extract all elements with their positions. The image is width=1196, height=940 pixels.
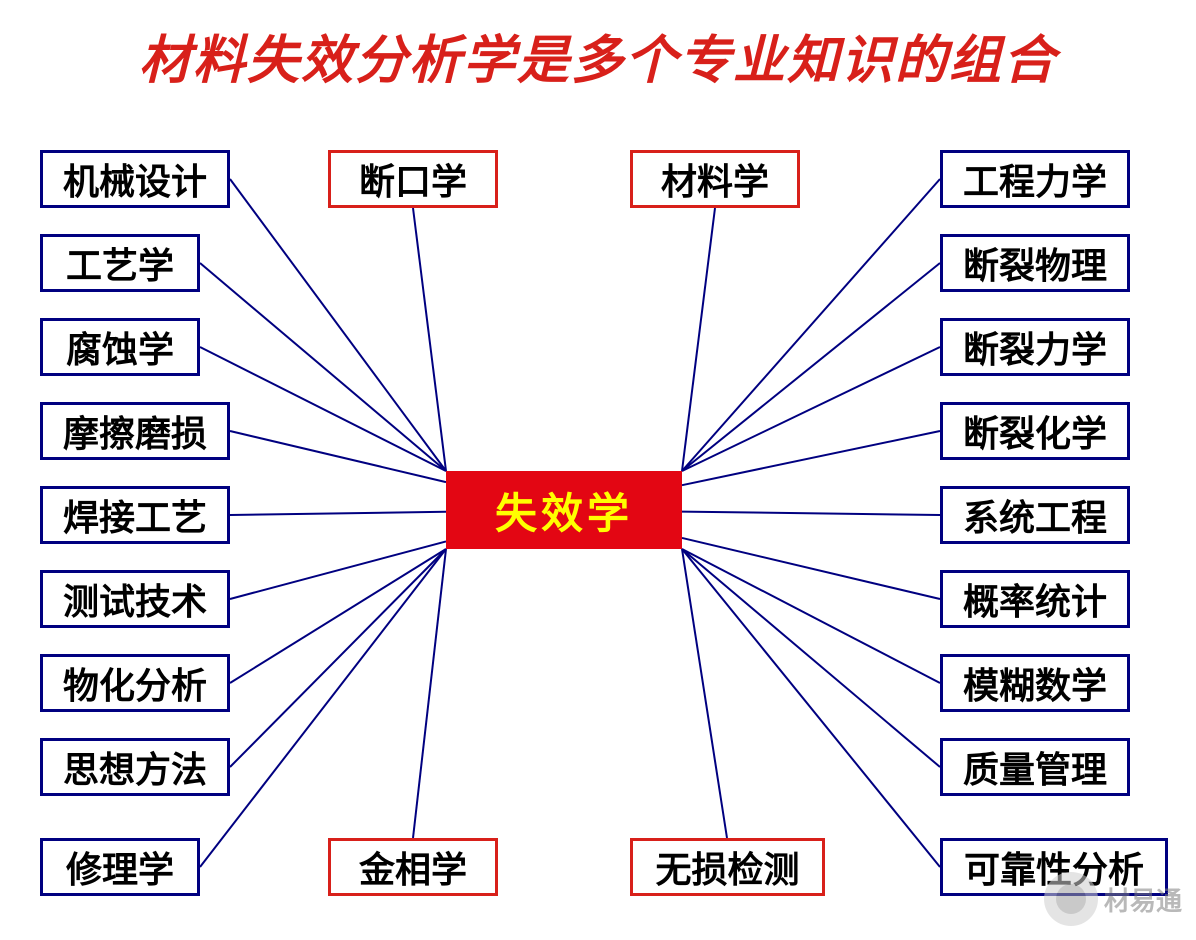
node-label: 断裂化学 (963, 405, 1107, 457)
diagram-title: 材料失效分析学是多个专业知识的组合 (0, 18, 1196, 93)
connector-materials (682, 208, 715, 471)
connector-prob-stats (682, 538, 940, 599)
node-corrosion: 腐蚀学 (40, 318, 200, 376)
node-label: 摩擦磨损 (63, 405, 207, 457)
node-thinking: 思想方法 (40, 738, 230, 796)
node-metallography: 金相学 (328, 838, 498, 896)
watermark-icon (1044, 872, 1098, 926)
connector-fractography (413, 208, 446, 471)
node-fracture-chem: 断裂化学 (940, 402, 1130, 460)
connector-metallography (413, 549, 446, 838)
node-fractography: 断口学 (328, 150, 498, 208)
connector-layer (0, 0, 1196, 940)
node-label: 模糊数学 (963, 657, 1107, 709)
connector-repair (200, 549, 446, 867)
connector-fracture-mech (682, 347, 940, 471)
node-label: 焊接工艺 (63, 489, 207, 541)
connector-friction-wear (230, 431, 446, 482)
watermark: 材易通 (1044, 872, 1182, 926)
node-welding: 焊接工艺 (40, 486, 230, 544)
node-label: 断裂力学 (963, 321, 1107, 373)
node-label: 工艺学 (66, 237, 174, 289)
node-label: 修理学 (66, 841, 174, 893)
node-mech-design: 机械设计 (40, 150, 230, 208)
node-testing-tech: 测试技术 (40, 570, 230, 628)
connector-thinking (230, 549, 446, 767)
node-label: 测试技术 (63, 573, 207, 625)
connector-physchem (230, 549, 446, 683)
connector-testing-tech (230, 541, 446, 599)
node-label: 系统工程 (963, 489, 1107, 541)
node-label: 物化分析 (63, 657, 207, 709)
node-label: 断口学 (359, 153, 467, 205)
node-fracture-mech: 断裂力学 (940, 318, 1130, 376)
node-prob-stats: 概率统计 (940, 570, 1130, 628)
connector-sys-eng (682, 512, 940, 515)
connector-ndt (682, 549, 727, 838)
node-label: 概率统计 (963, 573, 1107, 625)
connector-quality-mgmt (682, 549, 940, 767)
center-node: 失效学 (446, 471, 682, 549)
connector-mech-design (230, 179, 446, 471)
watermark-text: 材易通 (1104, 881, 1182, 918)
diagram-canvas: 材料失效分析学是多个专业知识的组合 失效学 机械设计工艺学腐蚀学摩擦磨损焊接工艺… (0, 0, 1196, 940)
node-label: 无损检测 (655, 841, 799, 893)
node-quality-mgmt: 质量管理 (940, 738, 1130, 796)
connector-process (200, 263, 446, 471)
node-label: 思想方法 (63, 741, 207, 793)
node-label: 金相学 (359, 841, 467, 893)
node-fuzzy-math: 模糊数学 (940, 654, 1130, 712)
node-eng-mech: 工程力学 (940, 150, 1130, 208)
node-process: 工艺学 (40, 234, 200, 292)
node-ndt: 无损检测 (630, 838, 825, 896)
connector-fuzzy-math (682, 549, 940, 683)
connector-fracture-phys (682, 263, 940, 471)
node-label: 腐蚀学 (66, 321, 174, 373)
node-physchem: 物化分析 (40, 654, 230, 712)
node-fracture-phys: 断裂物理 (940, 234, 1130, 292)
node-sys-eng: 系统工程 (940, 486, 1130, 544)
node-repair: 修理学 (40, 838, 200, 896)
center-node-label: 失效学 (495, 480, 633, 541)
node-label: 断裂物理 (963, 237, 1107, 289)
connector-reliability (682, 549, 940, 867)
watermark-icon-inner (1056, 884, 1086, 914)
connector-fracture-chem (682, 431, 940, 485)
connector-eng-mech (682, 179, 940, 471)
node-label: 质量管理 (963, 741, 1107, 793)
node-materials: 材料学 (630, 150, 800, 208)
node-label: 工程力学 (963, 153, 1107, 205)
connector-welding (230, 512, 446, 515)
node-friction-wear: 摩擦磨损 (40, 402, 230, 460)
connector-corrosion (200, 347, 446, 471)
node-label: 材料学 (661, 153, 769, 205)
node-label: 机械设计 (63, 153, 207, 205)
